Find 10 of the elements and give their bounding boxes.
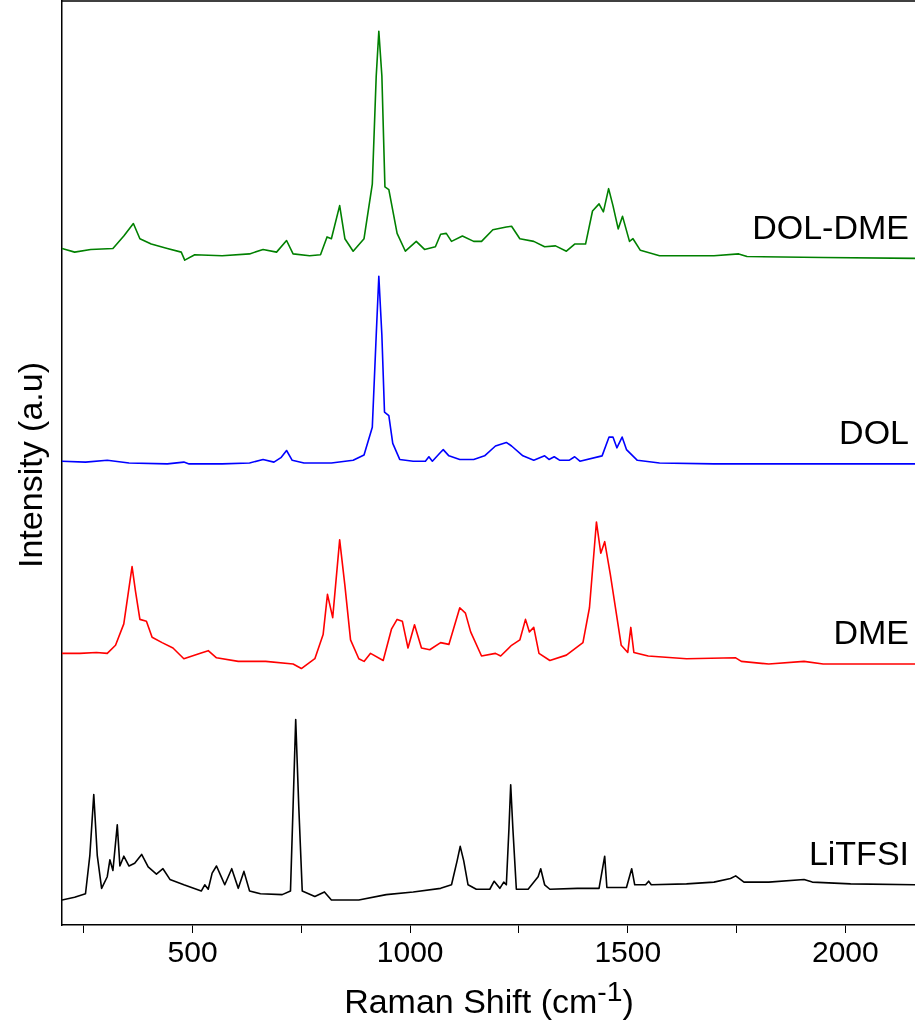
series-label: LiTFSI (808, 834, 909, 873)
y-axis-title: Intensity (a.u) (10, 362, 50, 568)
series-label: DME (833, 613, 909, 652)
series-label: DOL (839, 413, 909, 452)
x-tick-label: 2000 (811, 935, 879, 969)
x-tick-label: 1500 (594, 935, 662, 969)
series-label: DOL-DME (752, 207, 909, 246)
x-tick-label: 1000 (376, 935, 444, 969)
x-axis-title: Raman Shift (cm$^{-1}$) (343, 975, 635, 1022)
x-tick-label: 500 (167, 935, 218, 969)
